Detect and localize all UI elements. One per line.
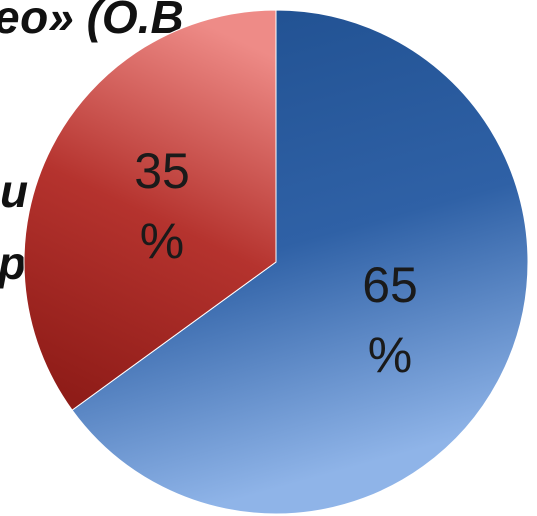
pie-slices bbox=[23, 9, 529, 515]
slice-label-value-35: 35 bbox=[134, 143, 190, 199]
pie-labels: 65% 35% bbox=[134, 143, 418, 383]
slice-label-unit-65: % bbox=[368, 327, 412, 383]
background-text-line-1: ео» (О.В bbox=[0, 0, 184, 43]
pie-slice-35 bbox=[23, 9, 277, 411]
pie-slice-65 bbox=[71, 9, 529, 515]
background-text-line-2: и bbox=[0, 165, 29, 217]
slice-label-unit-35: % bbox=[140, 213, 184, 269]
slice-label-value-65: 65 bbox=[362, 257, 418, 313]
